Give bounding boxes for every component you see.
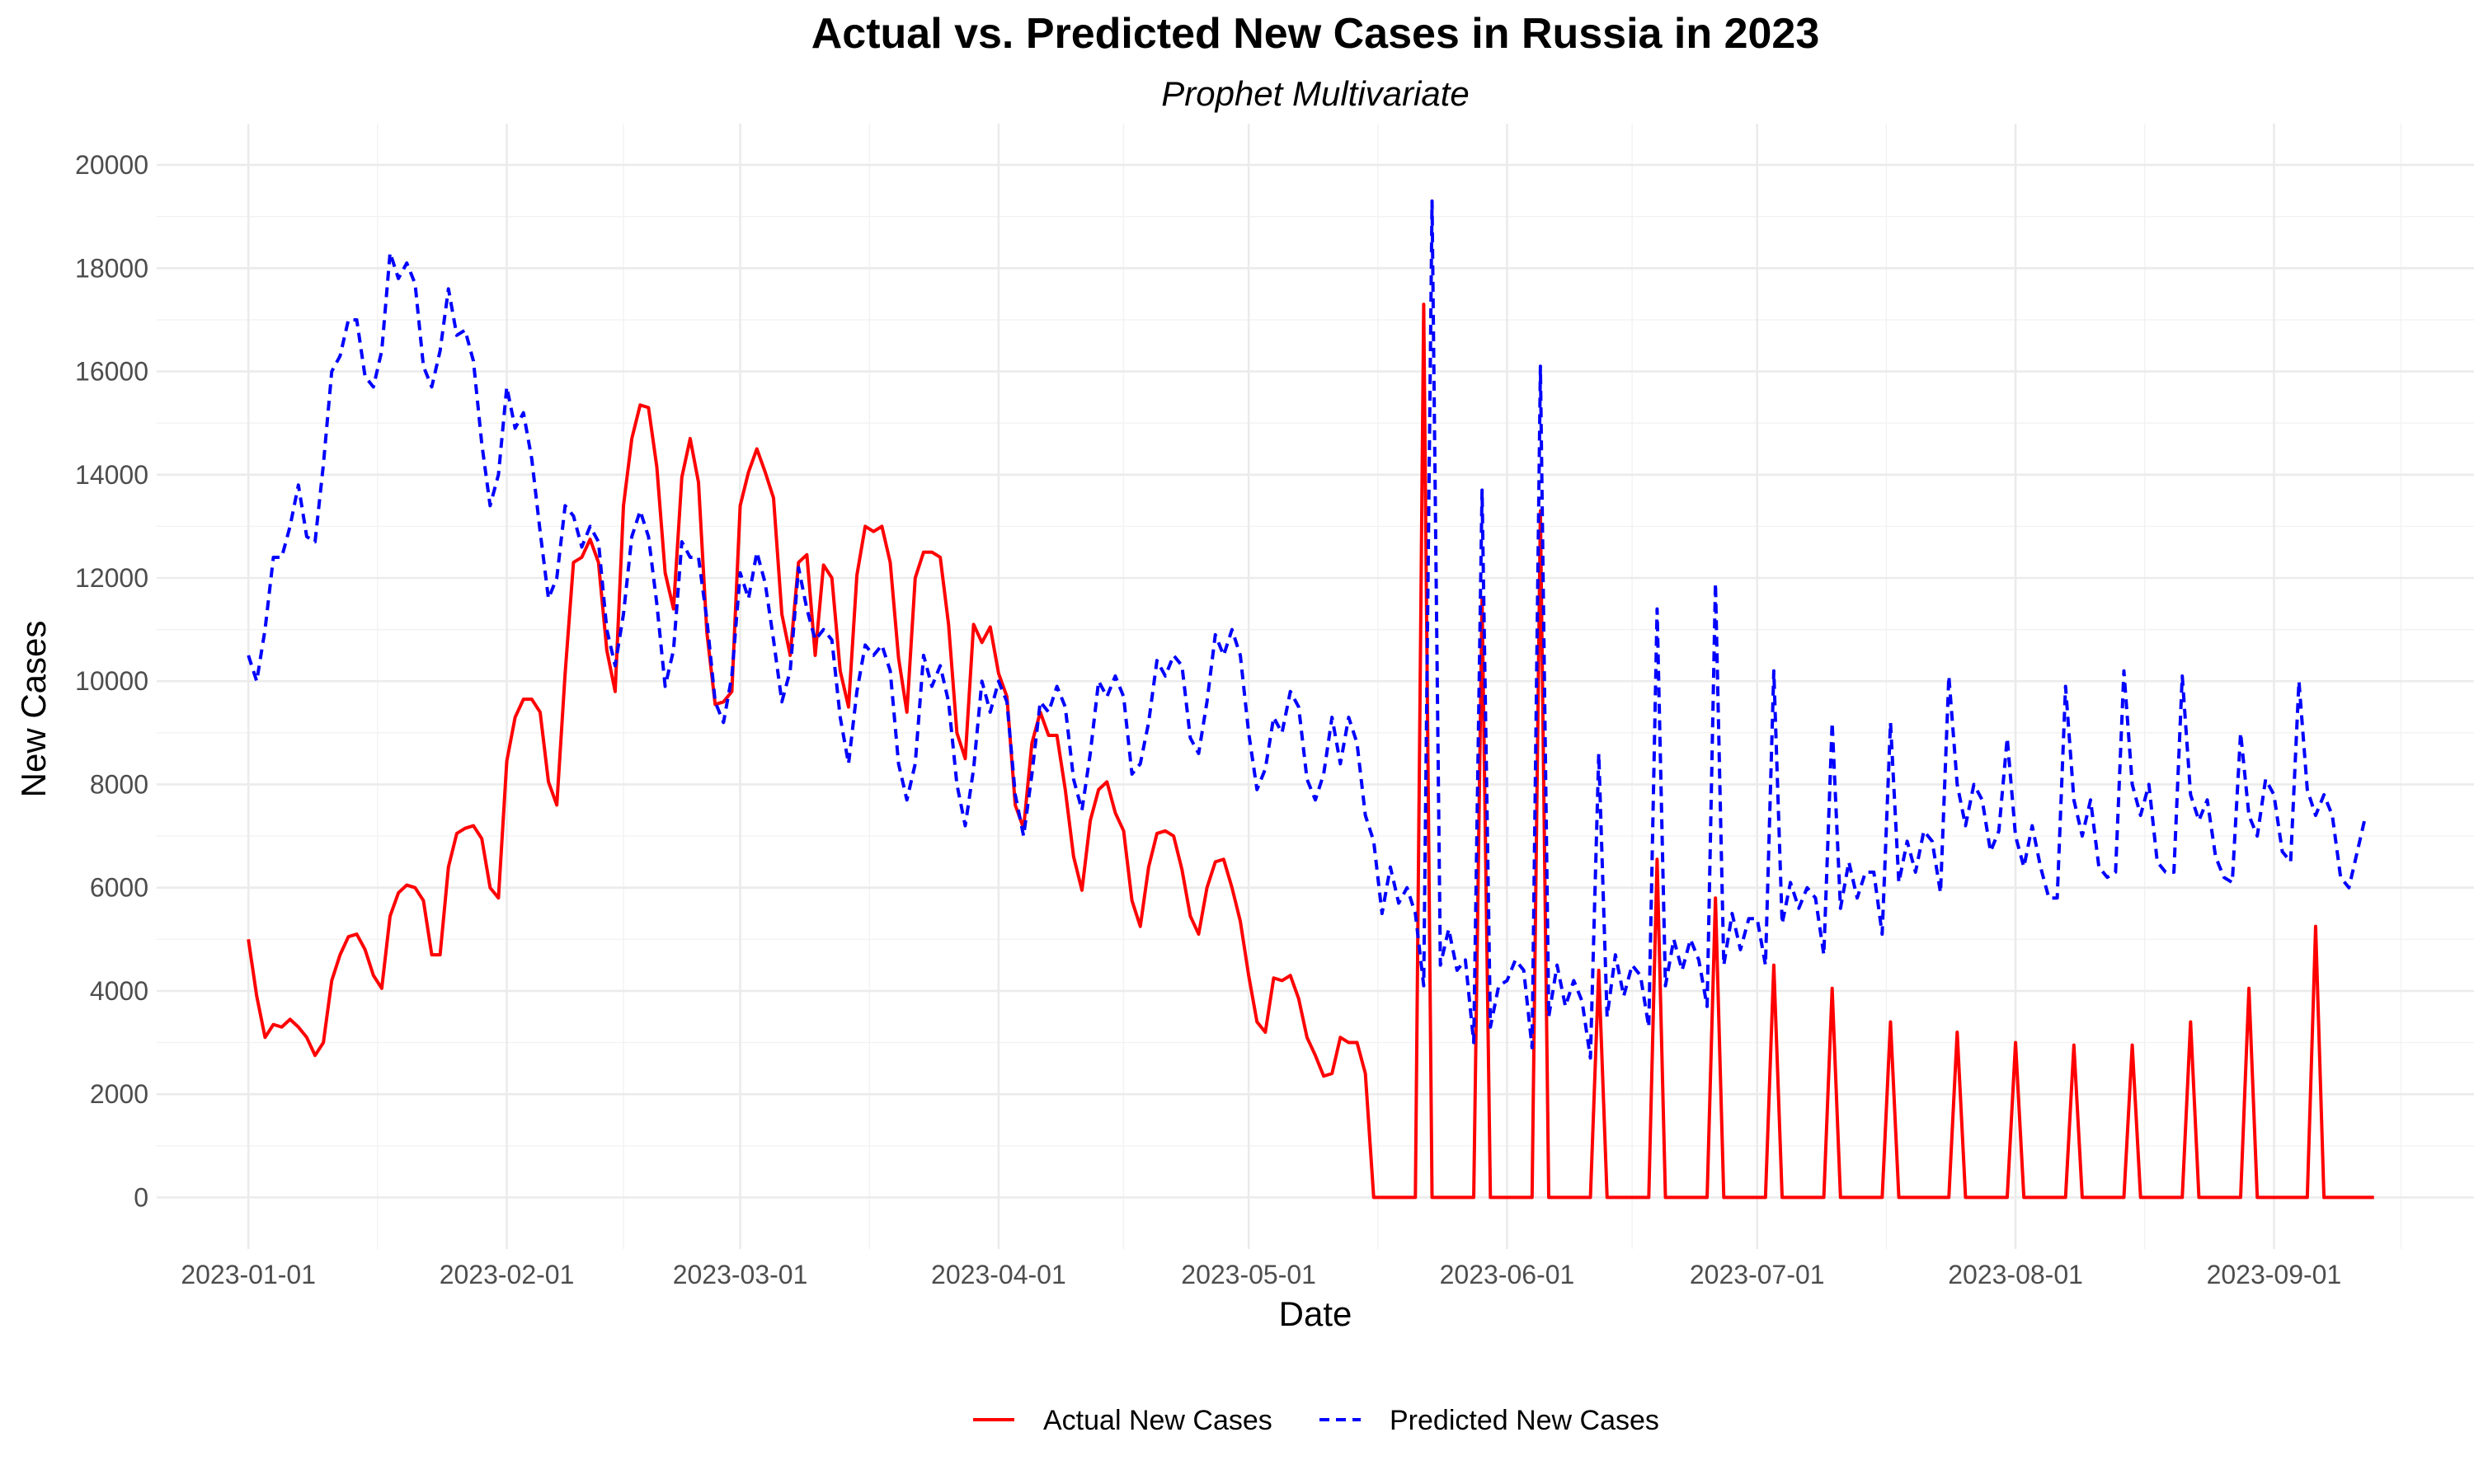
- series-line-actual: [247, 303, 2374, 1200]
- legend: Actual New Cases Predicted New Cases: [973, 1405, 1659, 1436]
- x-tick-label: 2023-08-01: [1948, 1260, 2083, 1289]
- x-tick-label: 2023-05-01: [1181, 1260, 1316, 1289]
- y-axis-ticks: 0 2000 4000 6000 8000 10000 12000 14000 16000 180…: [75, 150, 148, 1212]
- x-tick-label: 2023-07-01: [1690, 1260, 1825, 1289]
- chart-subtitle: Prophet Multivariate: [1161, 74, 1470, 113]
- x-tick-label: 2023-09-01: [2207, 1260, 2342, 1289]
- y-tick-label: 16000: [75, 357, 148, 387]
- y-tick-label: 20000: [75, 150, 148, 180]
- y-tick-label: 14000: [75, 460, 148, 490]
- y-axis-title: New Cases: [14, 621, 53, 798]
- y-tick-label: 8000: [90, 769, 148, 799]
- series-lines: [247, 199, 2374, 1200]
- x-tick-label: 2023-03-01: [673, 1260, 808, 1289]
- x-axis-title: Date: [1279, 1294, 1352, 1333]
- x-axis-ticks: 2023-01-01 2023-02-01 2023-03-01 2023-04-01…: [181, 1260, 2341, 1289]
- y-tick-label: 4000: [90, 976, 148, 1006]
- x-tick-label: 2023-02-01: [440, 1260, 575, 1289]
- chart-title: Actual vs. Predicted New Cases in Russia…: [811, 10, 1820, 58]
- y-tick-label: 18000: [75, 253, 148, 283]
- y-tick-label: 10000: [75, 666, 148, 696]
- legend-label-predicted: Predicted New Cases: [1390, 1405, 1659, 1436]
- legend-label-actual: Actual New Cases: [1043, 1405, 1272, 1436]
- x-tick-label: 2023-06-01: [1440, 1260, 1575, 1289]
- x-tick-label: 2023-01-01: [181, 1260, 316, 1289]
- x-tick-label: 2023-04-01: [931, 1260, 1066, 1289]
- y-tick-label: 12000: [75, 563, 148, 593]
- y-tick-label: 6000: [90, 873, 148, 903]
- y-tick-label: 2000: [90, 1079, 148, 1109]
- series-line-predicted: [247, 199, 2368, 1060]
- y-tick-label: 0: [134, 1182, 148, 1212]
